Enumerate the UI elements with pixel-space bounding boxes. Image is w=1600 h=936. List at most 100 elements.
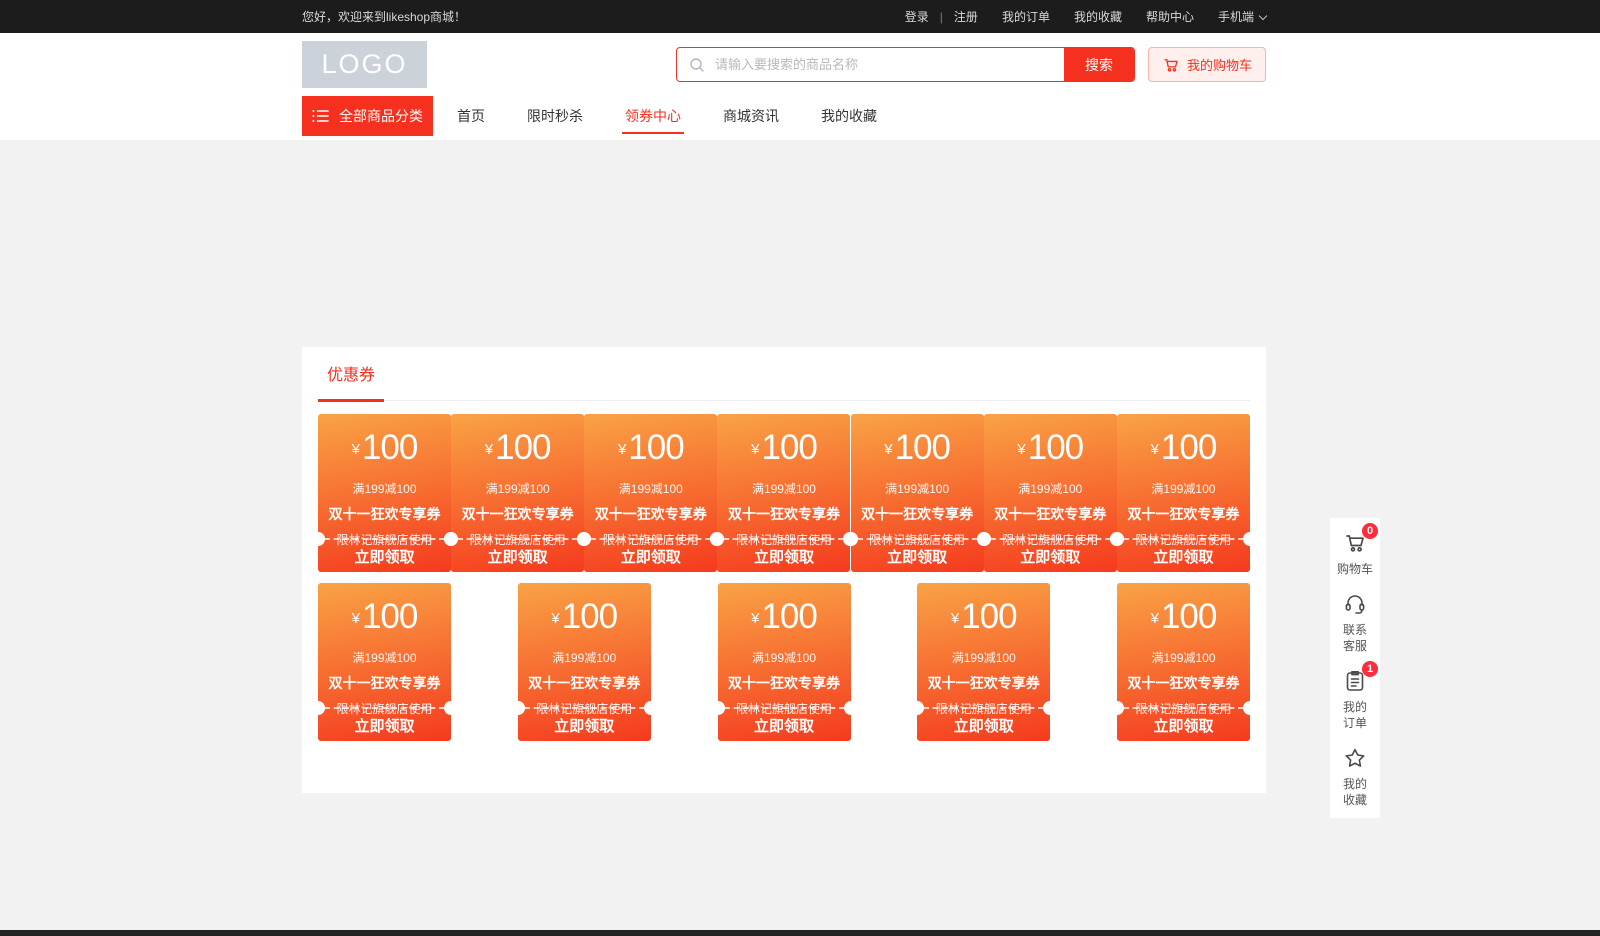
coupon-condition: 满199减100 — [485, 482, 550, 496]
coupon-notch-right — [1043, 701, 1058, 715]
coupon-title: 双十一狂欢专享券 — [927, 675, 1040, 691]
currency-symbol: ¥ — [351, 610, 360, 627]
search-input[interactable] — [713, 56, 1064, 73]
coupon-card: ¥100 满199减100 双十一狂欢专享券 限林记旗舰店使用 立即领取 — [710, 583, 858, 741]
amount-value: 100 — [628, 428, 684, 467]
side-item-customer-service[interactable]: 联系 客服 — [1330, 591, 1380, 654]
cart-count-badge: 0 — [1362, 523, 1378, 539]
coupon-title: 双十一狂欢专享券 — [461, 506, 574, 522]
coupon-notch-left — [710, 532, 725, 546]
coupon-dashed-divider — [989, 538, 1111, 540]
currency-symbol: ¥ — [751, 441, 760, 458]
coupon-title: 双十一狂欢专享券 — [861, 506, 974, 522]
claim-coupon-button[interactable]: 立即领取 — [917, 709, 1050, 741]
help-center-link[interactable]: 帮助中心 — [1145, 10, 1194, 24]
coupon-notch-left — [311, 532, 325, 546]
register-link[interactable]: 注册 — [953, 10, 978, 24]
coupon-condition: 满199减100 — [1018, 482, 1083, 496]
claim-coupon-button[interactable]: 立即领取 — [451, 540, 584, 572]
coupon-amount: ¥100 — [718, 597, 851, 644]
coupon-grid: ¥100 满199减100 双十一狂欢专享券 限林记旗舰店使用 立即领取 ¥10… — [311, 414, 1257, 741]
coupon-notch-left — [510, 701, 525, 715]
coupon-scope: 限林记旗舰店使用 — [1002, 533, 1099, 547]
nav-item[interactable]: 领券中心 — [622, 96, 684, 136]
claim-coupon-button[interactable]: 立即领取 — [584, 540, 717, 572]
coupon-amount: ¥100 — [318, 597, 451, 644]
nav-item[interactable]: 我的收藏 — [821, 108, 877, 124]
my-cart-button-label: 我的购物车 — [1186, 58, 1252, 73]
side-item-my-favorites[interactable]: 我的 收藏 — [1330, 745, 1380, 808]
login-link[interactable]: 登录 — [904, 10, 929, 24]
coupon-amount: ¥100 — [1117, 597, 1250, 644]
coupon-panel: 优惠券 ¥100 满199减100 双十一狂欢专享券 限林记旗舰店使用 立即领取… — [302, 347, 1266, 793]
currency-symbol: ¥ — [351, 441, 360, 458]
nav-item[interactable]: 首页 — [457, 108, 485, 124]
my-cart-button[interactable]: 我的购物车 — [1148, 47, 1266, 82]
coupon-scope: 限林记旗舰店使用 — [735, 702, 832, 716]
coupon-scope: 限林记旗舰店使用 — [469, 533, 566, 547]
search-button[interactable]: 搜索 — [1064, 48, 1134, 81]
coupon-card: ¥100 满199减100 双十一狂欢专享券 限林记旗舰店使用 立即领取 — [710, 414, 858, 572]
coupon-scope: 限林记旗舰店使用 — [735, 533, 832, 547]
chevron-down-icon — [1258, 11, 1268, 21]
coupon-notch-left — [976, 532, 991, 546]
coupon-amount: ¥100 — [518, 597, 651, 644]
coupon-notch-left — [577, 532, 592, 546]
claim-coupon-button[interactable]: 立即领取 — [851, 540, 984, 572]
claim-coupon-button[interactable]: 立即领取 — [318, 709, 451, 741]
coupon-dashed-divider — [1123, 707, 1244, 709]
coupon-card: ¥100 满199减100 双十一狂欢专享券 限林记旗舰店使用 立即领取 — [510, 583, 658, 741]
my-favorites-link[interactable]: 我的收藏 — [1073, 10, 1122, 24]
nav-links: 首页 限时秒杀 领券中心 商城资讯 我的收藏 — [455, 96, 917, 136]
coupon-condition: 满199减100 — [751, 482, 816, 496]
tab-coupons[interactable]: 优惠券 — [318, 365, 384, 402]
coupon-card: ¥100 满199减100 双十一狂欢专享券 限林记旗舰店使用 立即领取 — [311, 583, 458, 741]
my-orders-link[interactable]: 我的订单 — [1001, 10, 1050, 24]
coupon-card: ¥100 满199减100 双十一狂欢专享券 限林记旗舰店使用 立即领取 — [577, 414, 725, 572]
side-item-label: 我的 收藏 — [1342, 777, 1367, 807]
all-categories-button[interactable]: 全部商品分类 — [302, 96, 433, 136]
coupon-title: 双十一狂欢专享券 — [727, 506, 840, 522]
coupon-condition: 满199减100 — [885, 482, 950, 496]
nav-item[interactable]: 限时秒杀 — [527, 108, 583, 124]
claim-coupon-button[interactable]: 立即领取 — [1117, 540, 1250, 572]
mobile-link[interactable]: 手机端 — [1218, 8, 1268, 25]
nav-item[interactable]: 商城资讯 — [723, 108, 779, 124]
coupon-scope: 限林记旗舰店使用 — [935, 702, 1032, 716]
coupon-notch-left — [311, 701, 325, 715]
side-item-my-orders[interactable]: 1 我的 订单 — [1330, 661, 1380, 731]
claim-coupon-button[interactable]: 立即领取 — [318, 540, 451, 572]
cart-icon: 0 — [1342, 523, 1378, 556]
coupon-dashed-divider — [856, 538, 978, 540]
coupon-card: ¥100 满199减100 双十一狂欢专享券 限林记旗舰店使用 立即领取 — [444, 414, 592, 572]
coupon-card: ¥100 满199减100 双十一狂欢专享券 限林记旗舰店使用 立即领取 — [976, 414, 1124, 572]
search-bar: 搜索 — [676, 47, 1135, 82]
coupon-title: 双十一狂欢专享券 — [1127, 506, 1240, 522]
logo[interactable]: LOGO — [302, 41, 427, 88]
coupon-amount: ¥100 — [584, 428, 717, 475]
coupon-condition: 满199减100 — [1151, 651, 1216, 665]
coupon-title: 双十一狂欢专享券 — [728, 675, 840, 691]
amount-value: 100 — [361, 597, 418, 636]
footer-top-strip — [0, 930, 1600, 936]
coupon-dashed-divider — [457, 538, 579, 540]
coupon-condition: 满199减100 — [1151, 482, 1216, 496]
claim-coupon-button[interactable]: 立即领取 — [984, 540, 1117, 572]
claim-coupon-button[interactable]: 立即领取 — [717, 540, 850, 572]
coupon-notch-right — [1242, 532, 1257, 546]
claim-coupon-button[interactable]: 立即领取 — [1117, 709, 1250, 741]
coupon-scope: 限林记旗舰店使用 — [336, 702, 433, 716]
coupon-title: 双十一狂欢专享券 — [328, 506, 441, 522]
side-item-cart[interactable]: 0 购物车 — [1330, 523, 1380, 577]
coupon-condition: 满199减100 — [751, 651, 817, 665]
coupon-condition: 满199减100 — [352, 482, 417, 496]
coupon-amount: ¥100 — [318, 428, 451, 475]
claim-coupon-button[interactable]: 立即领取 — [518, 709, 651, 741]
coupon-scope: 限林记旗舰店使用 — [869, 533, 966, 547]
coupon-condition: 满199减100 — [951, 651, 1016, 665]
amount-value: 100 — [495, 428, 551, 467]
side-item-label: 联系 客服 — [1342, 623, 1367, 653]
coupon-dashed-divider — [590, 538, 712, 540]
currency-symbol: ¥ — [484, 441, 494, 458]
claim-coupon-button[interactable]: 立即领取 — [718, 709, 851, 741]
